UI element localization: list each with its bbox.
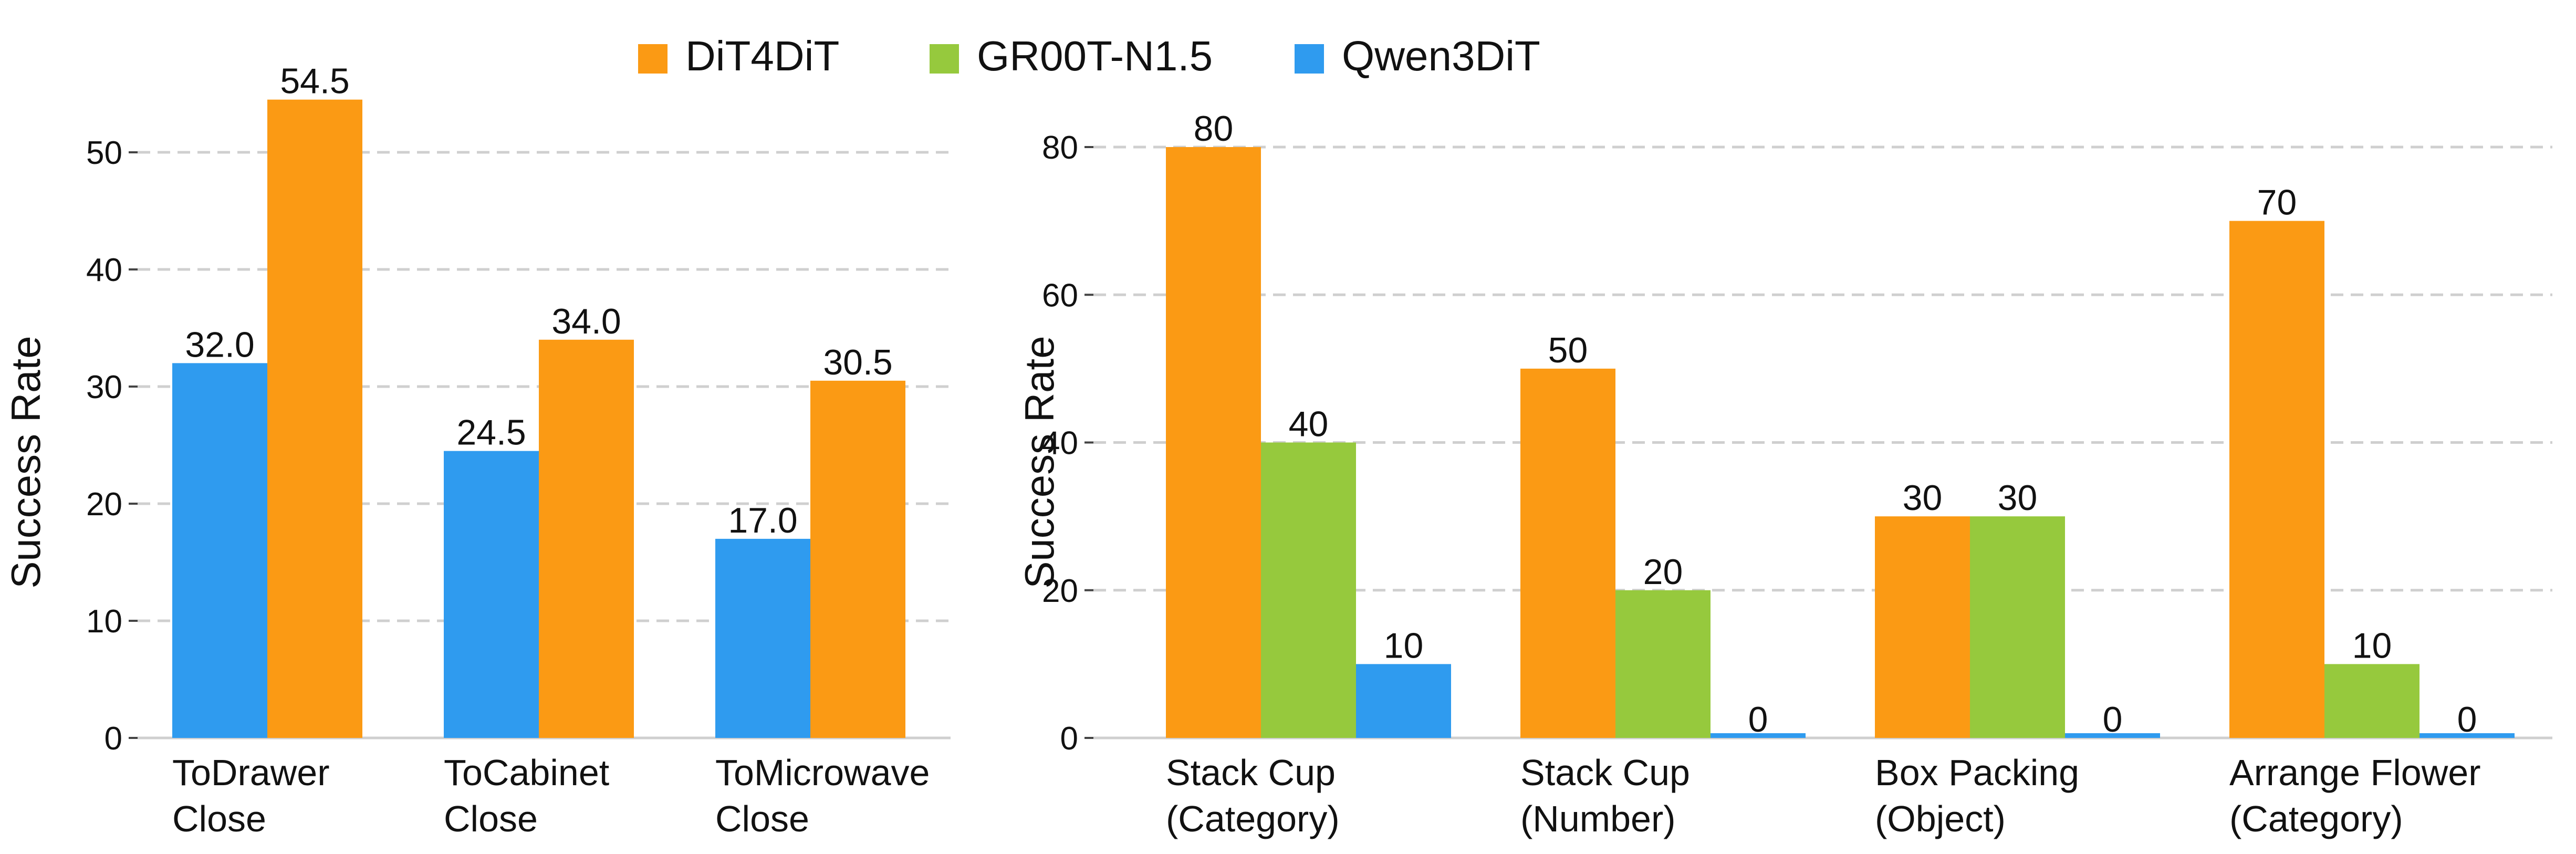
bar-qwen3dit-tocabinet-close [444, 451, 539, 738]
value-label-dit4dit: 50 [1548, 330, 1588, 370]
value-label-dit4dit: 30.5 [823, 342, 892, 382]
bar-gr00t-n1-5-stack-cup-number [1615, 590, 1711, 738]
bar-dit4dit-stack-cup-number [1520, 368, 1615, 738]
value-label-gr00t-n1-5: 30 [1998, 478, 2038, 518]
bar-qwen3dit-stack-cup-category [1356, 664, 1451, 738]
legend-swatch-qwen3dit [1295, 44, 1324, 74]
bar-dit4dit-tocabinet-close [539, 339, 634, 738]
category-label: ToDrawer Close [172, 752, 330, 839]
category-label: Arrange Flower (Category) [2229, 752, 2481, 839]
y-tick-label: 10 [86, 603, 122, 640]
bar-qwen3dit-tomicrowave-close [715, 538, 810, 738]
value-label-dit4dit: 30 [1903, 478, 1943, 518]
y-tick-label: 0 [1060, 721, 1078, 757]
bar-qwen3dit-todrawer-close [172, 363, 267, 738]
category-label: ToMicrowave Close [715, 752, 930, 839]
bar-qwen3dit-box-packing-object [2065, 733, 2160, 738]
y-tick-label: 30 [86, 369, 122, 405]
bar-dit4dit-tomicrowave-close [810, 380, 905, 738]
y-axis-title: Success Rate [1016, 336, 1062, 588]
value-label-gr00t-n1-5: 20 [1643, 552, 1683, 592]
bar-qwen3dit-arrange-flower-category [2419, 733, 2515, 738]
category-label: Stack Cup (Category) [1166, 752, 1340, 839]
bar-gr00t-n1-5-arrange-flower-category [2324, 664, 2419, 738]
value-label-qwen3dit: 0 [2103, 700, 2123, 740]
bar-dit4dit-todrawer-close [267, 99, 362, 738]
value-label-qwen3dit: 24.5 [456, 413, 526, 453]
legend-swatch-gr00t-n1-5 [930, 44, 959, 74]
y-tick-label: 0 [105, 721, 122, 757]
value-label-qwen3dit: 32.0 [185, 325, 254, 364]
legend-label-gr00t-n1-5: GR00T-N1.5 [977, 33, 1213, 79]
value-label-qwen3dit: 17.0 [728, 501, 797, 540]
y-axis-title: Success Rate [3, 336, 49, 588]
value-label-dit4dit: 34.0 [551, 301, 621, 341]
value-label-dit4dit: 80 [1194, 109, 1234, 149]
y-tick-label: 50 [86, 135, 122, 171]
right-chart: 0 20 40 60 80 Success Rate 80 40 10 Stack Cup (Cat… [1016, 109, 2552, 839]
bar-gr00t-n1-5-stack-cup-category [1261, 442, 1356, 738]
legend-swatch-dit4dit [638, 44, 668, 74]
bar-dit4dit-arrange-flower-category [2229, 221, 2324, 738]
value-label-qwen3dit: 10 [1384, 626, 1424, 665]
value-label-gr00t-n1-5: 40 [1289, 404, 1329, 444]
category-label: ToCabinet Close [444, 752, 609, 839]
value-label-dit4dit: 54.5 [280, 61, 349, 101]
y-tick-label: 40 [1042, 425, 1078, 462]
legend: DiT4DiT GR00T-N1.5 Qwen3DiT [638, 33, 1540, 79]
legend-label-qwen3dit: Qwen3DiT [1342, 33, 1540, 79]
bar-gr00t-n1-5-box-packing-object [1970, 516, 2065, 738]
y-tick-label: 40 [86, 252, 122, 288]
value-label-gr00t-n1-5: 10 [2352, 626, 2392, 665]
category-label: Box Packing (Object) [1875, 752, 2079, 839]
value-label-qwen3dit: 0 [2457, 700, 2477, 740]
left-chart: 0 10 20 30 40 50 Success Rate 32.0 54.5 ToDrawer C… [3, 61, 951, 839]
y-tick-label: 80 [1042, 130, 1078, 166]
bar-dit4dit-box-packing-object [1875, 516, 1970, 738]
bar-qwen3dit-stack-cup-number [1711, 733, 1806, 738]
y-tick-label: 20 [86, 486, 122, 523]
y-tick-label: 60 [1042, 277, 1078, 314]
category-label: Stack Cup (Number) [1520, 752, 1690, 839]
value-label-qwen3dit: 0 [1748, 700, 1768, 740]
legend-label-dit4dit: DiT4DiT [685, 33, 839, 79]
bar-dit4dit-stack-cup-category [1166, 147, 1261, 738]
value-label-dit4dit: 70 [2257, 183, 2297, 223]
y-tick-label: 20 [1042, 573, 1078, 609]
